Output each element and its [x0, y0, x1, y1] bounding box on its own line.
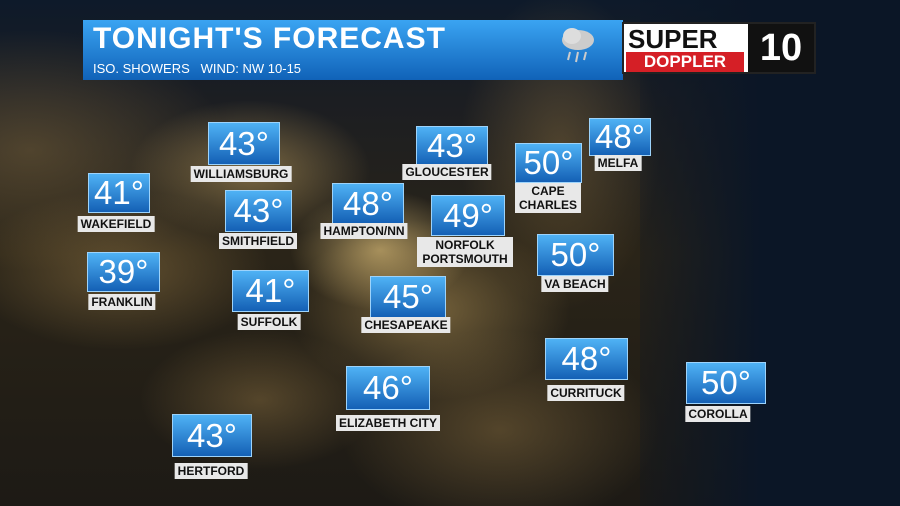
weather-icon — [562, 28, 594, 63]
temperature: 48° — [589, 118, 651, 156]
city-label: CURRITUCK — [547, 385, 625, 401]
city-label: HAMPTON/NN — [320, 223, 408, 239]
logo-channel: 10 — [748, 24, 814, 72]
sea — [640, 0, 900, 506]
city-label: WILLIAMSBURG — [190, 166, 292, 182]
temperature: 41° — [232, 270, 309, 312]
city-label: NORFOLK PORTSMOUTH — [417, 237, 513, 267]
city-label: CAPE CHARLES — [515, 183, 581, 213]
city-label: COROLLA — [685, 406, 751, 422]
temperature: 48° — [545, 338, 628, 380]
temperature: 43° — [172, 414, 252, 457]
subtitle: ISO. SHOWERS WIND: NW 10-15 — [93, 61, 302, 76]
city-label: FRANKLIN — [88, 294, 156, 310]
temperature: 43° — [225, 190, 292, 232]
city-label: SMITHFIELD — [219, 233, 297, 249]
temperature: 46° — [346, 366, 430, 410]
temperature: 50° — [515, 143, 582, 183]
city-label: GLOUCESTER — [402, 164, 492, 180]
header-bar: TONIGHT'S FORECAST ISO. SHOWERS WIND: NW… — [83, 20, 623, 80]
temperature: 43° — [416, 126, 488, 166]
temperature: 43° — [208, 122, 280, 165]
city-label: SUFFOLK — [237, 314, 301, 330]
temperature: 50° — [686, 362, 766, 404]
temperature: 49° — [431, 195, 505, 236]
city-label: VA BEACH — [541, 276, 609, 292]
temperature: 39° — [87, 252, 160, 292]
city-label: MELFA — [594, 155, 642, 171]
logo-super: SUPER — [628, 24, 718, 54]
temperature: 48° — [332, 183, 404, 224]
temperature: 50° — [537, 234, 614, 276]
city-label: ELIZABETH CITY — [336, 415, 440, 431]
logo-doppler: DOPPLER — [626, 52, 744, 72]
city-label: WAKEFIELD — [77, 216, 155, 232]
title: TONIGHT'S FORECAST — [93, 22, 446, 55]
city-label: HERTFORD — [174, 463, 248, 479]
temperature: 45° — [370, 276, 446, 318]
city-label: CHESAPEAKE — [361, 317, 451, 333]
temperature: 41° — [88, 173, 150, 213]
station-logo: SUPER DOPPLER 10 — [622, 22, 816, 74]
